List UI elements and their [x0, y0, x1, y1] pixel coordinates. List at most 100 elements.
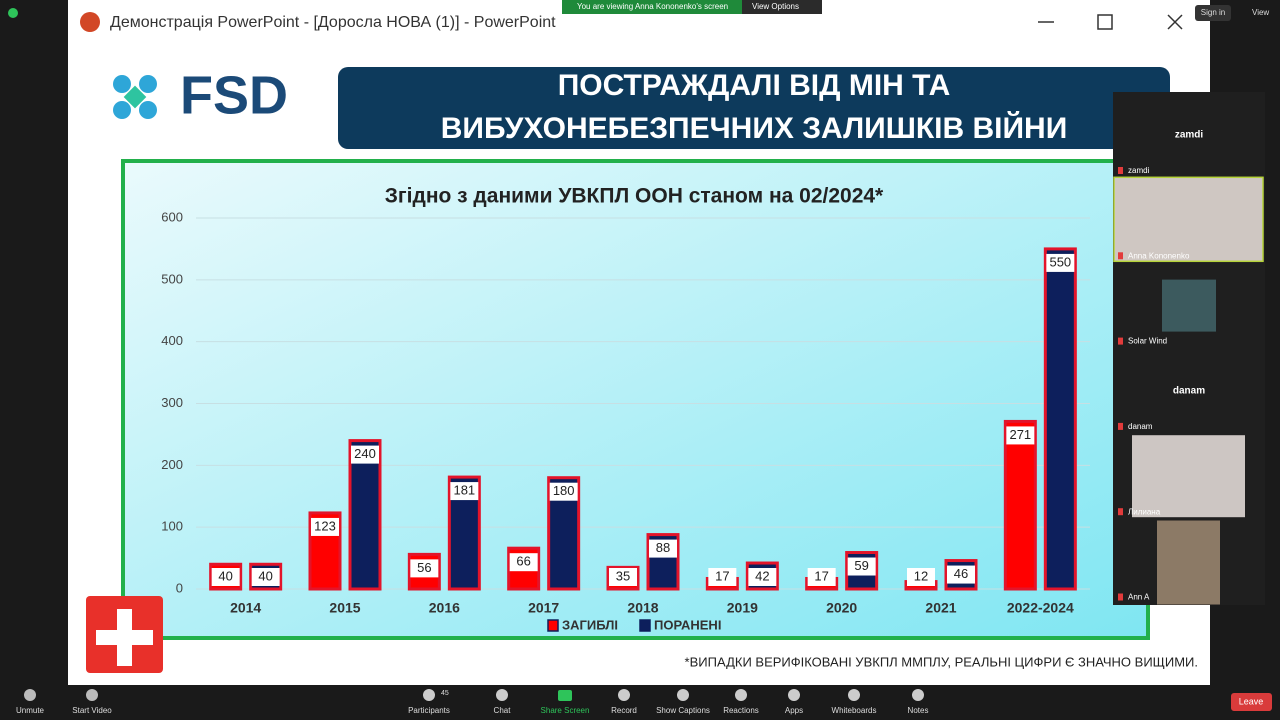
- bar: [1003, 419, 1037, 591]
- banner: [562, 0, 742, 14]
- x-tick-label: 2016: [429, 600, 460, 616]
- tool-label[interactable]: Whiteboards: [832, 706, 877, 715]
- tool-label[interactable]: Unmute: [16, 706, 45, 715]
- legend-label: ЗАГИБЛІ: [562, 617, 618, 632]
- tool-label[interactable]: Notes: [908, 706, 929, 715]
- chart-title: Згідно з даними УВКПЛ ООН станом на 02/2…: [385, 185, 884, 208]
- legend-label: ПОРАНЕНІ: [654, 617, 721, 632]
- value-label: 17: [715, 568, 729, 583]
- mute-icon: [1118, 252, 1123, 260]
- value-label-box: [450, 482, 479, 501]
- y-tick-label: 0: [176, 580, 183, 595]
- video-tile: [1113, 176, 1264, 263]
- tool-icon: [86, 689, 98, 701]
- view-label[interactable]: View: [1252, 8, 1269, 17]
- x-tick-label: 2017: [528, 600, 559, 616]
- participant-name: Лилиана: [1128, 507, 1161, 516]
- tool-icon: [24, 689, 36, 701]
- value-label: 88: [656, 540, 670, 555]
- toolbar: [0, 685, 1280, 720]
- sign-in[interactable]: [1195, 5, 1231, 21]
- value-label-box: [708, 568, 737, 586]
- value-label-box: [509, 553, 538, 572]
- tool-label[interactable]: Show Captions: [656, 706, 710, 715]
- footnote: *ВИПАДКИ ВЕРИФІКОВАНІ УВКПЛ ММПЛУ, РЕАЛЬ…: [685, 654, 1198, 669]
- value-label: 40: [218, 568, 232, 583]
- x-tick-label: 2014: [230, 600, 261, 616]
- toolbar-items: Unmute Start Video Participants Chat Share S…: [16, 689, 1272, 715]
- y-tick-label: 300: [161, 395, 183, 410]
- value-label-box: [748, 568, 777, 586]
- participant-name: Ann A: [1128, 593, 1150, 602]
- value-label-box: [211, 568, 240, 586]
- slide-title: ПОСТРАЖДАЛІ ВІД МІН ТА: [558, 69, 951, 102]
- legend-swatch: [639, 619, 651, 632]
- tool-label[interactable]: Reactions: [723, 706, 759, 715]
- tool-icon: [618, 689, 630, 701]
- title-box: [338, 67, 1170, 149]
- tool-icon: [496, 689, 508, 701]
- tool-label[interactable]: Record: [611, 706, 637, 715]
- y-tick-label: 600: [161, 209, 183, 224]
- value-label: 180: [553, 483, 575, 498]
- banner-text: You are viewing Anna Kononenko's screen: [577, 2, 728, 11]
- value-label-box: [1046, 253, 1075, 272]
- participants-count: 45: [441, 690, 449, 697]
- value-label-box: [351, 445, 379, 464]
- value-label: 42: [755, 568, 769, 583]
- value-label-box: [847, 557, 876, 576]
- value-label-box: [807, 568, 836, 586]
- sign-in-label: Sign in: [1201, 8, 1225, 17]
- leave-button[interactable]: [1231, 693, 1272, 711]
- tool-label[interactable]: Start Video: [72, 706, 112, 715]
- value-label: 550: [1049, 254, 1071, 269]
- legend-swatch: [547, 619, 559, 632]
- value-label-box: [311, 517, 339, 536]
- value-label: 271: [1009, 427, 1031, 442]
- tool-label[interactable]: Participants: [408, 706, 450, 715]
- tool-icon: [848, 689, 860, 701]
- participant-name: zamdi: [1128, 166, 1150, 175]
- value-label: 40: [258, 568, 272, 583]
- leave-label[interactable]: Leave: [1239, 696, 1264, 706]
- value-label-box: [251, 568, 280, 586]
- close[interactable]: [1167, 14, 1183, 30]
- tool-label[interactable]: Chat: [494, 706, 512, 715]
- maximize[interactable]: [1097, 14, 1113, 30]
- cross: [96, 609, 153, 666]
- value-label: 12: [914, 568, 928, 583]
- value-label-box: [649, 539, 677, 558]
- mute-icon: [1118, 508, 1123, 516]
- chart-frame: [121, 159, 1150, 640]
- mute-icon: [1118, 422, 1123, 430]
- y-tick-label: 200: [161, 457, 183, 472]
- value-label-box: [609, 568, 637, 586]
- mute-icon: [1118, 337, 1123, 345]
- value-label: 56: [417, 560, 431, 575]
- value-label-box: [907, 568, 935, 586]
- tool-label[interactable]: Apps: [785, 706, 803, 715]
- value-label: 46: [954, 566, 968, 581]
- tile-name: zamdi: [1175, 130, 1204, 141]
- value-label: 181: [453, 483, 475, 498]
- y-tick-label: 500: [161, 271, 183, 286]
- tool-label[interactable]: Share Screen: [541, 706, 590, 715]
- share-icon: [558, 690, 572, 701]
- logo-text: FSD: [180, 65, 288, 125]
- participant-name: danam: [1128, 422, 1153, 431]
- chart: 0 100 200 300 400 500 600 2014 40 40 2015 123 240 201…: [161, 209, 1090, 632]
- tile-name: danam: [1173, 386, 1205, 397]
- value-label: 17: [814, 568, 828, 583]
- tool-icon: [677, 689, 689, 701]
- view-options[interactable]: [742, 0, 822, 14]
- fsd-logo: [113, 75, 157, 119]
- value-label: 59: [854, 558, 868, 573]
- y-tick-label: 400: [161, 333, 183, 348]
- tool-icon: [735, 689, 747, 701]
- x-tick-label: 2015: [329, 600, 360, 616]
- value-label-box: [549, 482, 578, 501]
- tool-icon: [423, 689, 435, 701]
- value-label-box: [410, 559, 439, 578]
